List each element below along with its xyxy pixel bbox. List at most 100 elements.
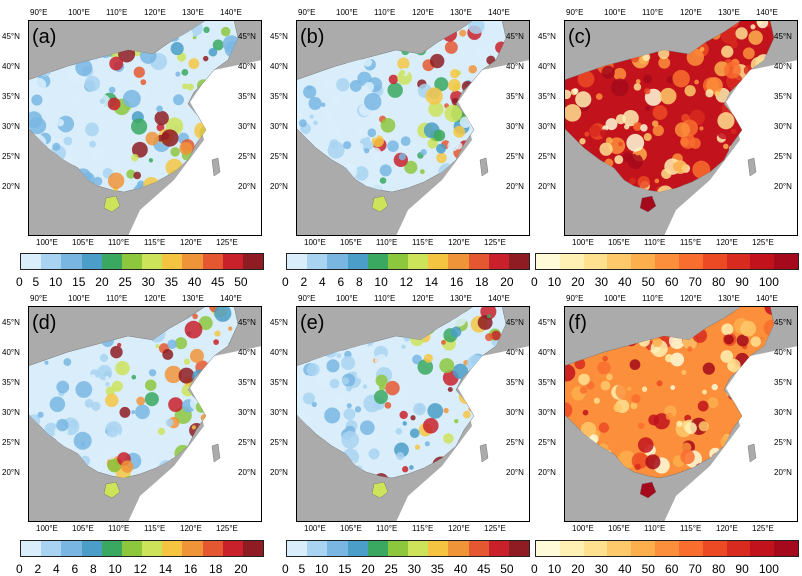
taiwan-island: [747, 157, 757, 177]
lon-tick-bottom: 100°E: [304, 524, 326, 533]
colorbar-swatch: [121, 541, 143, 556]
field-blob: [354, 166, 369, 181]
field-blob: [748, 30, 763, 45]
colorbar-tick-label: 60: [665, 275, 679, 289]
field-blob: [182, 83, 189, 90]
hainan-island: [103, 481, 121, 499]
lon-tick-bottom: 100°E: [572, 238, 594, 247]
field-blob: [298, 119, 307, 128]
field-blob: [453, 125, 466, 138]
field-blob: [174, 337, 188, 350]
lat-tick-left: 45°N: [2, 318, 20, 327]
field-blob: [155, 344, 160, 349]
hainan-island: [371, 195, 389, 213]
field-blob: [144, 379, 157, 391]
colorbar-swatch: [182, 254, 203, 269]
field-blob: [368, 448, 380, 460]
lat-tick-left: 45°N: [270, 32, 288, 41]
field-blob: [642, 74, 652, 84]
panel-label: (c): [568, 26, 592, 48]
lat-tick-right: 20°N: [774, 182, 792, 191]
colorbar-ticks: 0 5 10 15 20 25 30 35 40 45 50: [16, 275, 248, 289]
field-blob: [192, 313, 198, 320]
field-blob: [111, 380, 123, 392]
colorbar-swatch: [508, 254, 530, 269]
lon-tick-top: 90°E: [298, 294, 316, 303]
hainan-island: [103, 195, 121, 213]
field-blob: [687, 346, 693, 352]
lon-tick-top: 100°E: [68, 294, 90, 303]
lat-tick-left: 40°N: [270, 62, 288, 71]
taiwan-island: [479, 443, 489, 463]
colorbar-swatch: [678, 541, 703, 556]
field-blob: [327, 122, 342, 138]
colorbar-tick-label: 12: [399, 275, 413, 289]
field-blob: [721, 45, 734, 58]
lon-tick-top: 130°E: [182, 294, 204, 303]
field-blob: [56, 418, 69, 432]
field-blob: [364, 148, 370, 154]
field-blob: [727, 358, 741, 373]
field-blob: [303, 85, 317, 99]
field-blob: [133, 66, 145, 78]
field-blob: [672, 69, 690, 88]
colorbar-tick-label: 0: [531, 562, 538, 576]
lon-tick-top: 100°E: [604, 8, 626, 17]
field-blob: [409, 465, 414, 470]
field-blob: [730, 128, 737, 135]
field-blob: [578, 373, 590, 386]
lon-tick-top: 140°E: [220, 294, 242, 303]
colorbar-tick-label: 20: [361, 562, 375, 576]
field-blob: [605, 118, 618, 131]
colorbar-tick-label: 30: [594, 275, 609, 289]
field-blob: [400, 136, 411, 147]
field-blob: [597, 361, 611, 375]
colorbar-tick-label: 14: [158, 562, 173, 576]
colorbar-tick-label: 45: [477, 562, 491, 576]
lat-tick-left: 30°N: [2, 408, 20, 417]
colorbar-tick-label: 90: [735, 562, 749, 576]
field-blob: [707, 397, 719, 409]
field-blob: [618, 141, 623, 147]
lat-tick-left: 30°N: [270, 408, 288, 417]
field-blob: [582, 409, 589, 416]
colorbar-swatch: [536, 541, 560, 556]
map-frame: [296, 306, 530, 522]
colorbar-swatch: [408, 541, 429, 556]
field-blob: [468, 65, 477, 74]
colorbar-tick-label: 4: [318, 275, 326, 289]
field-blob: [345, 385, 352, 392]
field-blob: [305, 375, 311, 380]
colorbar-swatch: [307, 254, 328, 269]
field-blob: [343, 408, 356, 421]
colorbar: [286, 253, 530, 270]
colorbar-tick-label: 0: [16, 275, 23, 289]
field-blob: [63, 136, 73, 146]
colorbar-swatch: [101, 541, 122, 556]
field-blob: [86, 357, 95, 366]
field-blob: [367, 128, 377, 138]
field-blob: [740, 320, 757, 337]
field-blob: [577, 70, 595, 88]
field-blob: [374, 354, 388, 367]
field-blob: [441, 339, 446, 345]
lat-tick-right: 40°N: [506, 62, 524, 71]
field-blob: [131, 141, 148, 158]
field-blob: [72, 96, 78, 102]
field-blob: [356, 371, 365, 380]
field-blob: [37, 411, 44, 418]
field-blob: [754, 45, 761, 52]
field-blob: [336, 353, 342, 358]
field-blob: [168, 397, 183, 413]
field-blob: [56, 118, 65, 127]
field-blob: [485, 333, 493, 342]
colorbar-tick-label: 10: [314, 562, 329, 576]
colorbar-swatch: [21, 254, 42, 269]
lat-tick-right: 45°N: [238, 318, 256, 327]
lat-tick-right: 20°N: [506, 182, 524, 191]
field-blob: [684, 422, 697, 435]
lat-tick-left: 35°N: [538, 92, 556, 101]
field-blob: [103, 446, 117, 460]
lat-tick-right: 30°N: [238, 408, 256, 417]
lat-tick-left: 40°N: [270, 348, 288, 357]
